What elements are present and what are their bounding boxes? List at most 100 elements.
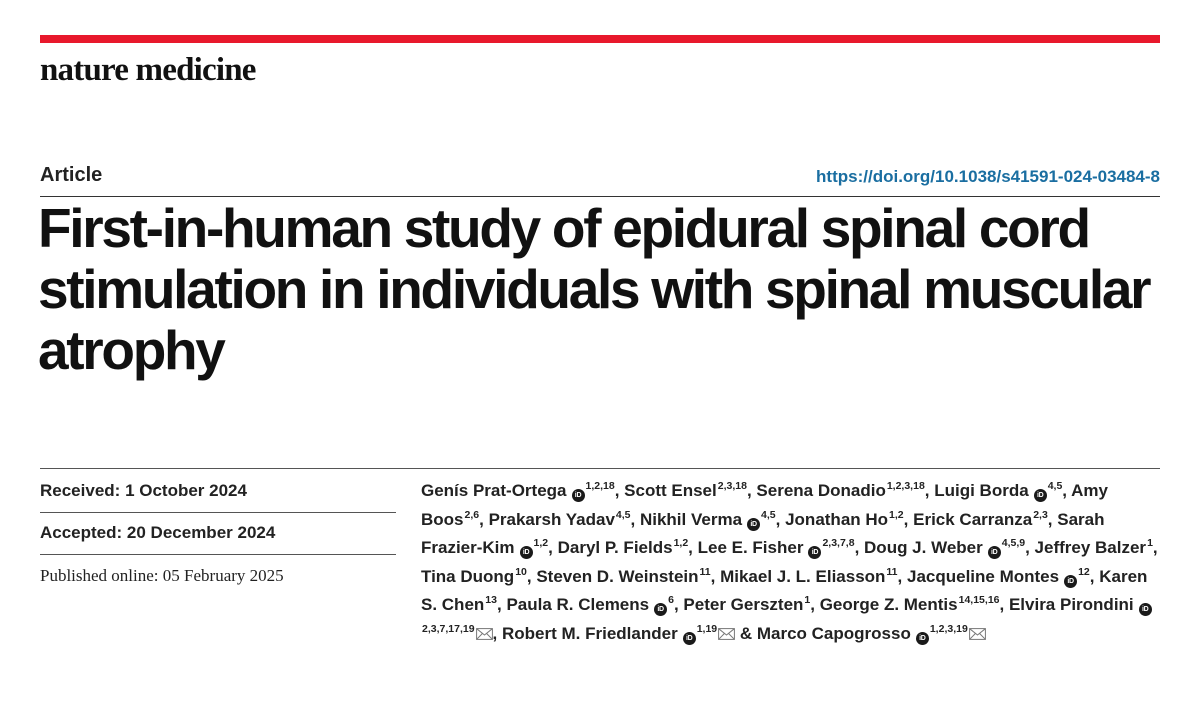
author-separator: , <box>630 509 640 529</box>
author-separator: & <box>735 623 757 643</box>
author-name[interactable]: Nikhil Verma <box>639 509 743 529</box>
orcid-icon[interactable]: iD <box>654 603 668 617</box>
affiliation-numbers[interactable]: 4,5 <box>761 508 776 521</box>
orcid-icon[interactable]: iD <box>747 517 761 531</box>
orcid-icon[interactable]: iD <box>1064 574 1078 588</box>
author: Amy Boos2,6, <box>421 481 1108 529</box>
author-name[interactable]: Peter Gerszten <box>683 595 804 615</box>
affiliation-numbers[interactable]: 6 <box>668 594 674 607</box>
author-name[interactable]: Luigi Borda <box>934 481 1029 500</box>
affiliation-numbers[interactable]: 14,15,16 <box>958 594 1000 607</box>
orcid-icon[interactable]: iD <box>682 631 696 645</box>
author-separator: , <box>496 595 507 615</box>
author-name[interactable]: Marco Capogrosso <box>756 623 911 643</box>
author-name[interactable]: Amy Boos <box>421 481 1108 529</box>
author: George Z. Mentis14,15,16, <box>819 594 1009 615</box>
author-separator: , <box>897 566 907 586</box>
envelope-icon[interactable] <box>475 628 493 640</box>
author-name[interactable]: Karen S. Chen <box>421 566 1148 615</box>
author-name[interactable]: Daryl P. Fields <box>557 538 673 558</box>
affiliation-numbers[interactable]: 1,2 <box>889 508 904 521</box>
affiliation-numbers[interactable]: 2,3,7,8 <box>822 537 855 550</box>
affiliation-numbers[interactable]: 1,2,3,18 <box>886 480 925 492</box>
affiliation-numbers[interactable]: 11 <box>886 565 898 578</box>
author-name[interactable]: Prakarsh Yadav <box>488 509 615 529</box>
author-separator: , <box>710 566 721 586</box>
affiliation-numbers[interactable]: 2,6 <box>464 508 480 521</box>
affiliation-numbers[interactable]: 4,5 <box>1047 480 1063 492</box>
author-name[interactable]: Jeffrey Balzer <box>1034 538 1147 558</box>
meta-divider <box>40 512 396 513</box>
author-separator: , <box>479 509 489 529</box>
doi-link[interactable]: https://doi.org/10.1038/s41591-024-03484… <box>816 167 1160 186</box>
affiliation-numbers[interactable]: 11 <box>699 565 711 578</box>
author-separator: , <box>492 623 502 643</box>
orcid-icon[interactable]: iD <box>571 489 585 502</box>
orcid-icon[interactable]: iD <box>519 546 533 560</box>
meta-divider <box>40 554 396 555</box>
author: Tina Duong10, <box>421 565 537 586</box>
author-name[interactable]: Steven D. Weinstein <box>536 566 699 586</box>
published-value: 05 February 2025 <box>162 566 284 585</box>
orcid-icon[interactable]: iD <box>987 546 1001 560</box>
author-separator: , <box>673 595 684 615</box>
author-separator: , <box>688 538 698 558</box>
author-name[interactable]: Robert M. Friedlander <box>502 623 678 643</box>
author: Elvira Pirondini iD 2,3,7,17,19, <box>421 595 1152 643</box>
author-name[interactable]: Erick Carranza <box>913 509 1033 529</box>
author-name[interactable]: George Z. Mentis <box>819 595 958 615</box>
meta-divider-top <box>40 468 1160 469</box>
affiliation-numbers[interactable]: 2,3 <box>1033 508 1048 521</box>
affiliation-numbers[interactable]: 12 <box>1078 565 1090 578</box>
affiliation-numbers[interactable]: 10 <box>515 565 527 578</box>
affiliation-numbers[interactable]: 1,2,18 <box>585 480 615 492</box>
author-separator: , <box>903 509 914 529</box>
author-separator: , <box>1047 509 1058 529</box>
affiliation-numbers[interactable]: 1,2,3,19 <box>929 622 968 635</box>
orcid-icon[interactable]: iD <box>1138 603 1152 617</box>
author-name[interactable]: Serena Donadio <box>756 481 886 500</box>
affiliation-numbers[interactable]: 1,19 <box>696 622 718 635</box>
author-name[interactable]: Doug J. Weber <box>864 538 983 558</box>
envelope-icon[interactable] <box>968 628 986 640</box>
envelope-icon[interactable] <box>718 628 736 640</box>
author-separator: , <box>526 566 537 586</box>
affiliation-numbers[interactable]: 2,3,18 <box>717 480 747 492</box>
journal-accent-bar <box>40 35 1160 43</box>
published-label: Published online: <box>40 566 159 585</box>
journal-name[interactable]: nature medicine <box>40 52 256 88</box>
author-name[interactable]: Scott Ensel <box>624 481 717 500</box>
author-name[interactable]: Paula R. Clemens <box>506 595 650 615</box>
author-name[interactable]: Tina Duong <box>421 566 515 586</box>
orcid-icon[interactable]: iD <box>808 546 822 560</box>
orcid-icon[interactable]: iD <box>1033 489 1047 502</box>
affiliation-numbers[interactable]: 13 <box>485 594 497 607</box>
received-date: Received: 1 October 2024 <box>40 481 396 501</box>
author: Doug J. Weber iD4,5,9, <box>864 537 1035 560</box>
affiliation-numbers[interactable]: 4,5 <box>615 508 631 521</box>
author: Lee E. Fisher iD2,3,7,8, <box>697 537 864 560</box>
author-name[interactable]: Jacqueline Montes <box>906 566 1060 586</box>
affiliation-numbers[interactable]: 1,2 <box>533 537 549 550</box>
author: Jonathan Ho1,2, <box>785 508 914 529</box>
author: Marco Capogrosso iD1,2,3,19 <box>756 622 986 645</box>
author: Erick Carranza2,3, <box>913 508 1058 529</box>
author-separator: , <box>999 595 1009 615</box>
orcid-icon[interactable]: iD <box>915 631 929 645</box>
affiliation-numbers[interactable]: 1,2 <box>673 537 689 550</box>
author-name[interactable]: Mikael J. L. Eliasson <box>720 566 886 586</box>
author: Prakarsh Yadav4,5, <box>488 508 640 529</box>
author-name[interactable]: Elvira Pirondini <box>1008 595 1134 615</box>
affiliation-numbers[interactable]: 2,3,7,17,19 <box>422 622 475 635</box>
accepted-label: Accepted: <box>40 523 123 542</box>
affiliation-numbers[interactable]: 1 <box>1147 537 1153 550</box>
author-name[interactable]: Jonathan Ho <box>785 509 889 529</box>
author-name[interactable]: Genís Prat-Ortega <box>421 481 567 500</box>
author-name[interactable]: Lee E. Fisher <box>697 538 804 558</box>
author: Luigi Borda iD4,5, <box>934 480 1071 502</box>
affiliation-numbers[interactable]: 4,5,9 <box>1001 537 1026 550</box>
author-name[interactable]: Sarah Frazier-Kim <box>421 509 1105 558</box>
author-separator: , <box>775 509 786 529</box>
author-list: Genís Prat-Ortega iD1,2,18, Scott Ensel2,… <box>421 478 1160 650</box>
affiliation-numbers[interactable]: 1 <box>804 594 811 607</box>
